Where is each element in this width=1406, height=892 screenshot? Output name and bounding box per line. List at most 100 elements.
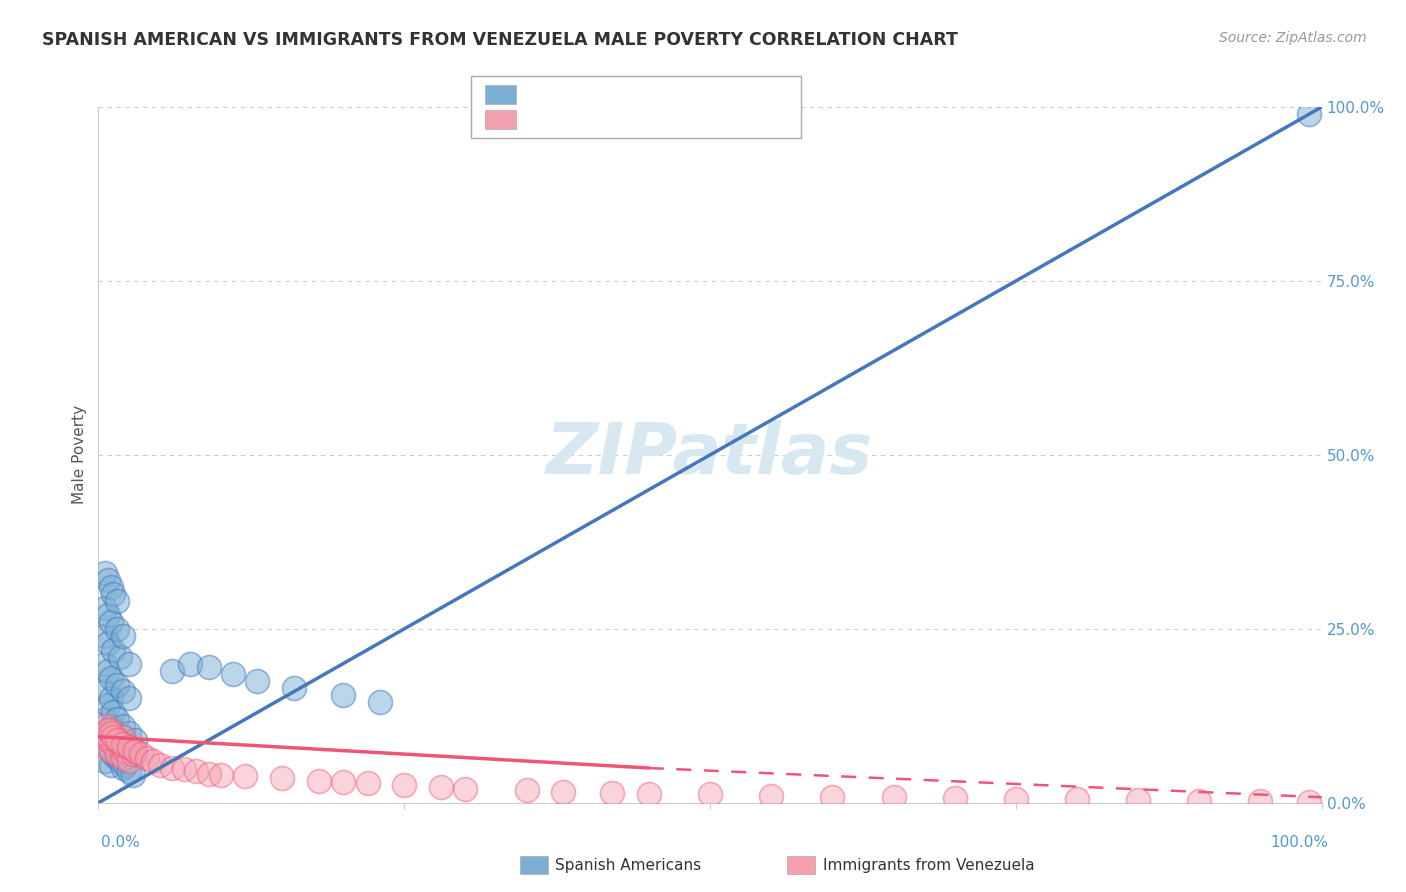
Text: R =: R =	[527, 109, 564, 127]
Point	[197, 766, 219, 780]
Point	[761, 789, 783, 803]
Point	[308, 773, 330, 788]
Point	[118, 754, 141, 768]
Point	[101, 737, 124, 751]
Point	[160, 761, 183, 775]
Text: Source: ZipAtlas.com: Source: ZipAtlas.com	[1219, 31, 1367, 45]
Point	[1004, 791, 1026, 805]
Point	[105, 747, 128, 761]
Point	[1249, 794, 1271, 808]
Point	[100, 671, 122, 685]
Point	[105, 750, 128, 764]
Point	[100, 580, 122, 594]
Point	[105, 594, 128, 608]
Point	[233, 769, 256, 783]
Point	[136, 750, 159, 764]
Point	[179, 657, 201, 671]
Y-axis label: Male Poverty: Male Poverty	[72, 405, 87, 505]
Point	[111, 761, 134, 775]
Point	[97, 607, 120, 622]
Point	[943, 791, 966, 805]
Point	[118, 657, 141, 671]
Point	[1298, 107, 1320, 121]
Point	[97, 726, 120, 740]
Point	[110, 737, 132, 751]
Point	[160, 664, 183, 678]
Text: 0.727: 0.727	[572, 83, 626, 101]
Point	[118, 740, 141, 755]
Point	[105, 733, 128, 747]
Point	[93, 726, 115, 740]
Point	[118, 726, 141, 740]
Point	[142, 754, 165, 768]
Point	[93, 629, 115, 643]
Point	[97, 723, 120, 737]
Point	[93, 719, 115, 733]
Point	[1188, 794, 1211, 808]
Text: -0.410: -0.410	[572, 109, 631, 127]
Point	[197, 660, 219, 674]
Text: 56: 56	[683, 83, 706, 101]
Point	[93, 566, 115, 581]
Point	[97, 733, 120, 747]
Point	[100, 719, 122, 733]
Point	[97, 573, 120, 587]
Point	[149, 757, 172, 772]
Point	[110, 737, 132, 751]
Point	[270, 772, 294, 786]
Text: Spanish Americans: Spanish Americans	[555, 858, 702, 872]
Point	[111, 684, 134, 698]
Point	[101, 706, 124, 720]
Point	[114, 744, 136, 758]
Point	[111, 629, 134, 643]
Point	[100, 615, 122, 629]
Point	[93, 740, 115, 755]
Point	[1128, 793, 1150, 807]
Point	[97, 730, 120, 744]
Point	[105, 712, 128, 726]
Point	[638, 787, 661, 801]
Point	[821, 789, 844, 804]
Point	[392, 778, 416, 792]
Point	[356, 776, 378, 790]
Point	[105, 733, 128, 747]
Text: SPANISH AMERICAN VS IMMIGRANTS FROM VENEZUELA MALE POVERTY CORRELATION CHART: SPANISH AMERICAN VS IMMIGRANTS FROM VENE…	[42, 31, 957, 49]
Point	[93, 657, 115, 671]
Point	[97, 698, 120, 713]
Point	[186, 764, 208, 779]
Point	[111, 737, 134, 751]
Point	[100, 757, 122, 772]
Point	[118, 691, 141, 706]
Point	[101, 642, 124, 657]
Point	[97, 664, 120, 678]
Point	[209, 768, 232, 782]
Point	[553, 785, 575, 799]
Point	[93, 601, 115, 615]
Point	[101, 730, 124, 744]
Point	[332, 775, 354, 789]
Point	[110, 649, 132, 664]
Text: N =: N =	[640, 83, 676, 101]
Point	[111, 750, 134, 764]
Point	[129, 747, 152, 761]
Text: R =: R =	[527, 83, 564, 101]
Point	[100, 723, 122, 737]
Point	[121, 768, 143, 782]
Point	[121, 747, 143, 761]
Point	[124, 733, 146, 747]
Point	[93, 754, 115, 768]
Point	[105, 677, 128, 691]
Text: 58: 58	[683, 109, 706, 127]
Point	[283, 681, 305, 695]
Point	[883, 790, 905, 805]
Point	[111, 719, 134, 733]
Point	[118, 764, 141, 779]
Point	[124, 744, 146, 758]
Point	[100, 744, 122, 758]
Point	[110, 740, 132, 755]
Point	[105, 733, 128, 747]
Point	[1066, 792, 1088, 806]
Point	[93, 712, 115, 726]
Point	[100, 691, 122, 706]
Text: ZIPatlas: ZIPatlas	[547, 420, 873, 490]
